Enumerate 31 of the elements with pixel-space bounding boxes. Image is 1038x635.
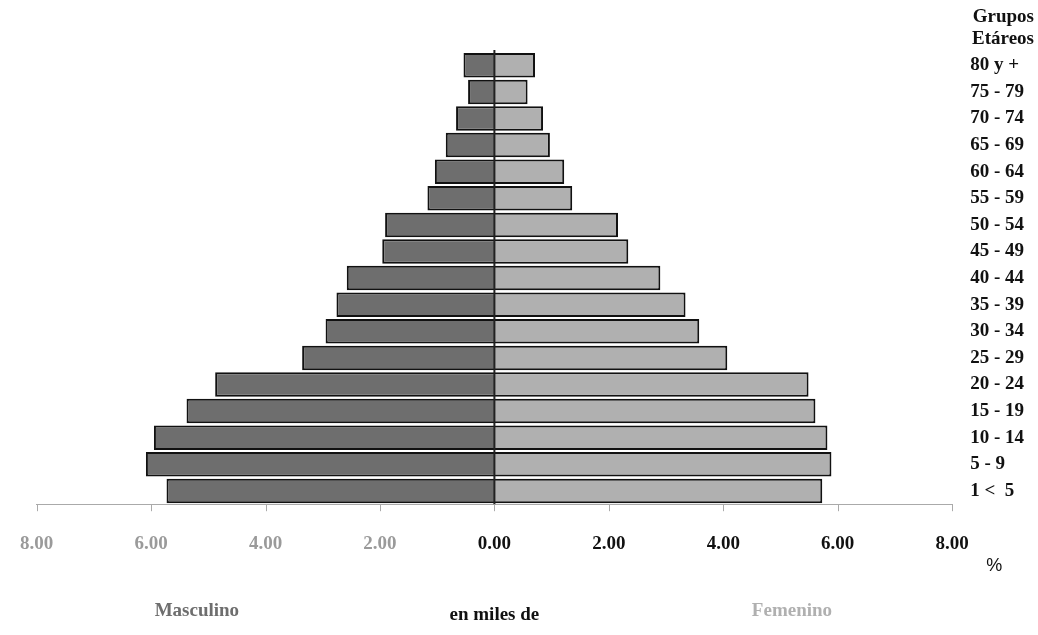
y-tick-label: 1 < 5 — [970, 478, 1015, 500]
y-tick-label: 45 - 49 — [970, 239, 1024, 261]
y-tick-label: 5 - 9 — [970, 452, 1005, 474]
text: % — [986, 555, 1003, 575]
x-tick-label: 6.00 — [134, 531, 168, 553]
text: Masculino — [154, 599, 240, 620]
y-tick-label: 35 - 39 — [970, 292, 1024, 314]
x-tick-label: 8.00 — [935, 531, 969, 553]
y-tick-label: 65 - 69 — [970, 133, 1024, 155]
x-tick-label: 4.00 — [706, 531, 740, 553]
x-tick-label: 2.00 — [363, 531, 397, 553]
y-tick-label: 55 - 59 — [970, 186, 1024, 208]
y-tick-label: 40 - 44 — [970, 266, 1025, 288]
y-tick-label: 75 - 79 — [970, 79, 1024, 101]
y-tick-label: 70 - 74 — [970, 106, 1025, 128]
y-tick-label: 80 y + — [970, 53, 1019, 75]
x-tick-label: 0.00 — [477, 531, 512, 553]
y-tick-label: 25 - 29 — [970, 345, 1024, 367]
y-tick-label: 20 - 24 — [970, 372, 1025, 394]
x-tick-label: 8.00 — [20, 531, 54, 553]
y-tick-label: 15 - 19 — [970, 399, 1024, 421]
y-tick-label: 30 - 34 — [970, 319, 1025, 341]
y-tick-label: 50 - 54 — [970, 212, 1025, 234]
y-axis-title: Grupos Etáreos — [972, 5, 1034, 48]
y-tick-label: 10 - 14 — [970, 425, 1025, 447]
x-axis-title: en miles de — [449, 603, 540, 624]
text: Femenino — [751, 599, 833, 620]
y-tick-label: 60 - 64 — [970, 159, 1025, 181]
x-tick-label: 6.00 — [821, 531, 855, 553]
x-tick-label: 2.00 — [592, 531, 626, 553]
x-tick-label: 4.00 — [248, 531, 283, 553]
